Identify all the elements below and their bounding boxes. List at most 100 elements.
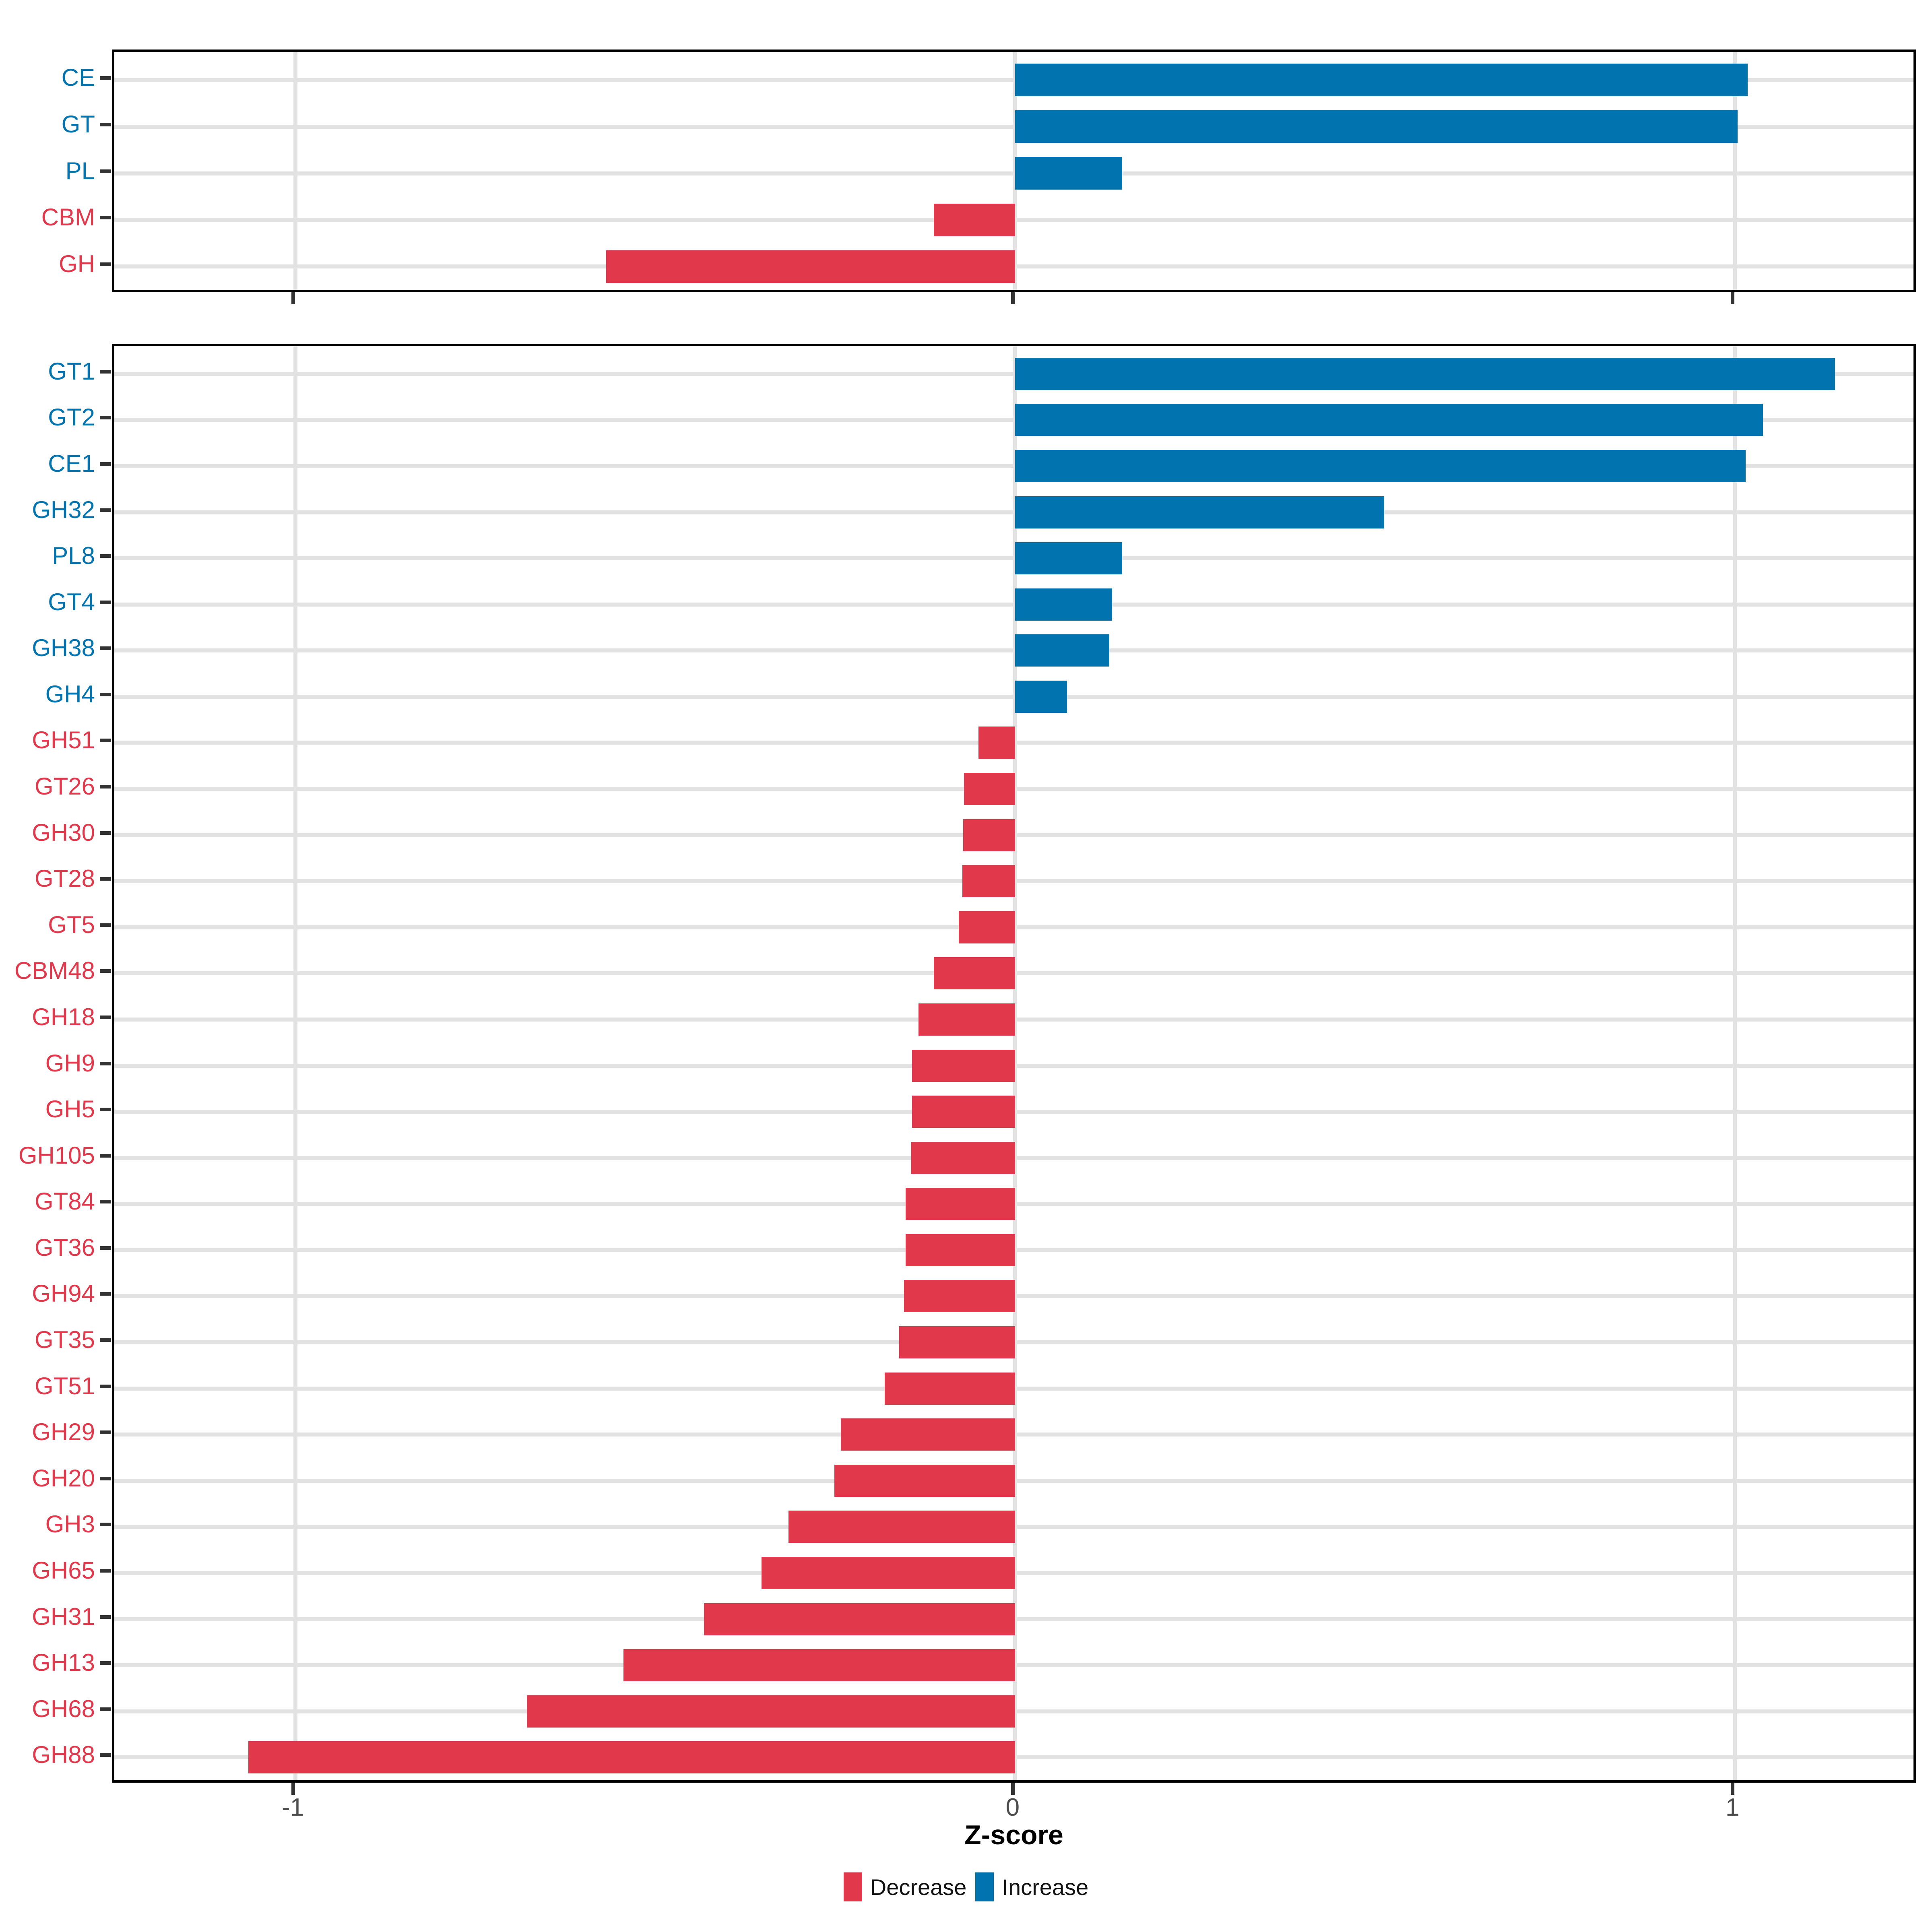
legend-item-increase: Increase — [975, 1872, 1088, 1901]
legend-item-decrease: Decrease — [843, 1872, 966, 1901]
y-label-GT36: GT36 — [34, 1234, 95, 1261]
x-tick — [1731, 1783, 1735, 1795]
y-label-GT51: GT51 — [34, 1372, 95, 1399]
y-label-GT4: GT4 — [48, 588, 95, 615]
legend-label: Increase — [1002, 1874, 1089, 1900]
y-tick-GH51 — [100, 739, 111, 743]
horizontal-gridline — [114, 694, 1913, 699]
y-tick-CE1 — [100, 462, 111, 466]
horizontal-gridline — [114, 464, 1913, 468]
horizontal-gridline — [114, 602, 1913, 607]
bar-GH30 — [963, 819, 1015, 851]
vertical-gridline — [1733, 346, 1737, 1780]
y-tick-GH13 — [100, 1661, 111, 1665]
y-tick-GT35 — [100, 1338, 111, 1342]
y-label-GH3: GH3 — [45, 1511, 95, 1538]
bar-GH38 — [1015, 634, 1110, 667]
y-label-GH30: GH30 — [32, 819, 95, 846]
bar-CBM48 — [933, 957, 1015, 990]
y-label-GT84: GT84 — [34, 1188, 95, 1215]
vertical-gridline — [1013, 346, 1017, 1780]
bar-PL — [1015, 157, 1123, 190]
x-tick — [291, 1783, 295, 1795]
y-tick-GT84 — [100, 1200, 111, 1204]
y-tick-GH — [100, 262, 111, 266]
y-tick-GH4 — [100, 692, 111, 696]
y-label-GH4: GH4 — [45, 680, 95, 708]
x-tick — [1011, 1783, 1015, 1795]
y-tick-GT — [100, 122, 111, 126]
y-tick-GH5 — [100, 1108, 111, 1112]
x-tick-label: 1 — [1725, 1794, 1740, 1821]
x-tick — [1731, 292, 1735, 304]
horizontal-gridline — [114, 418, 1913, 422]
y-label-GH88: GH88 — [32, 1741, 95, 1769]
bar-GT1 — [1015, 357, 1835, 390]
bar-GT35 — [899, 1326, 1015, 1358]
y-label-CBM48: CBM48 — [14, 957, 95, 985]
y-tick-CE — [100, 76, 111, 80]
y-label-GH31: GH31 — [32, 1603, 95, 1630]
y-label-GH13: GH13 — [32, 1649, 95, 1676]
y-label-GT: GT — [61, 110, 95, 138]
y-tick-GT51 — [100, 1384, 111, 1388]
y-label-GT2: GT2 — [48, 404, 95, 431]
y-label-GH9: GH9 — [45, 1049, 95, 1077]
bar-GT51 — [885, 1372, 1015, 1405]
y-tick-CBM48 — [100, 969, 111, 973]
horizontal-gridline — [114, 78, 1913, 82]
y-label-GT35: GT35 — [34, 1326, 95, 1353]
bar-GH5 — [912, 1096, 1015, 1128]
y-label-CE: CE — [61, 64, 95, 91]
y-tick-GH105 — [100, 1154, 111, 1158]
bar-GH68 — [527, 1695, 1015, 1728]
y-label-GT5: GT5 — [48, 911, 95, 938]
horizontal-gridline — [114, 648, 1913, 653]
bar-GH105 — [911, 1141, 1015, 1174]
y-tick-GH31 — [100, 1615, 111, 1619]
y-tick-GH20 — [100, 1476, 111, 1480]
horizontal-gridline — [114, 556, 1913, 561]
bar-GH20 — [834, 1464, 1015, 1497]
x-tick-label: 0 — [1005, 1794, 1020, 1821]
bar-GH32 — [1015, 496, 1385, 528]
y-tick-GT28 — [100, 877, 111, 881]
y-label-GH38: GH38 — [32, 634, 95, 662]
bar-GH29 — [841, 1418, 1015, 1451]
vertical-gridline — [293, 52, 297, 290]
y-label-GH: GH — [59, 250, 95, 278]
y-label-GH29: GH29 — [32, 1418, 95, 1446]
y-label-GH94: GH94 — [32, 1280, 95, 1307]
y-label-GT28: GT28 — [34, 865, 95, 892]
bar-CE1 — [1015, 450, 1746, 482]
bar-GT84 — [906, 1188, 1015, 1220]
bar-GH9 — [912, 1049, 1015, 1082]
bar-GT4 — [1015, 588, 1113, 621]
y-label-CBM: CBM — [41, 204, 95, 231]
y-label-GH5: GH5 — [45, 1096, 95, 1123]
y-tick-GH18 — [100, 1015, 111, 1019]
bar-GT26 — [964, 773, 1015, 805]
y-label-GH105: GH105 — [18, 1141, 95, 1169]
bar-GT5 — [959, 911, 1015, 943]
y-label-GH18: GH18 — [32, 1003, 95, 1030]
bar-GT — [1015, 110, 1738, 143]
y-tick-GH3 — [100, 1523, 111, 1527]
panel-cazyme-families — [112, 344, 1916, 1783]
y-tick-GH32 — [100, 508, 111, 512]
vertical-gridline — [293, 346, 297, 1780]
bar-GH65 — [762, 1556, 1015, 1589]
y-label-GT1: GT1 — [48, 357, 95, 385]
y-tick-GT26 — [100, 785, 111, 788]
y-tick-GT5 — [100, 923, 111, 927]
x-tick-label: -1 — [281, 1794, 304, 1821]
bar-PL8 — [1015, 542, 1123, 575]
y-label-GH20: GH20 — [32, 1464, 95, 1492]
y-label-GH32: GH32 — [32, 496, 95, 523]
y-tick-GH68 — [100, 1707, 111, 1711]
y-tick-GH29 — [100, 1430, 111, 1435]
bar-GT36 — [906, 1234, 1015, 1266]
bar-GH — [606, 250, 1015, 283]
y-tick-PL8 — [100, 554, 111, 558]
